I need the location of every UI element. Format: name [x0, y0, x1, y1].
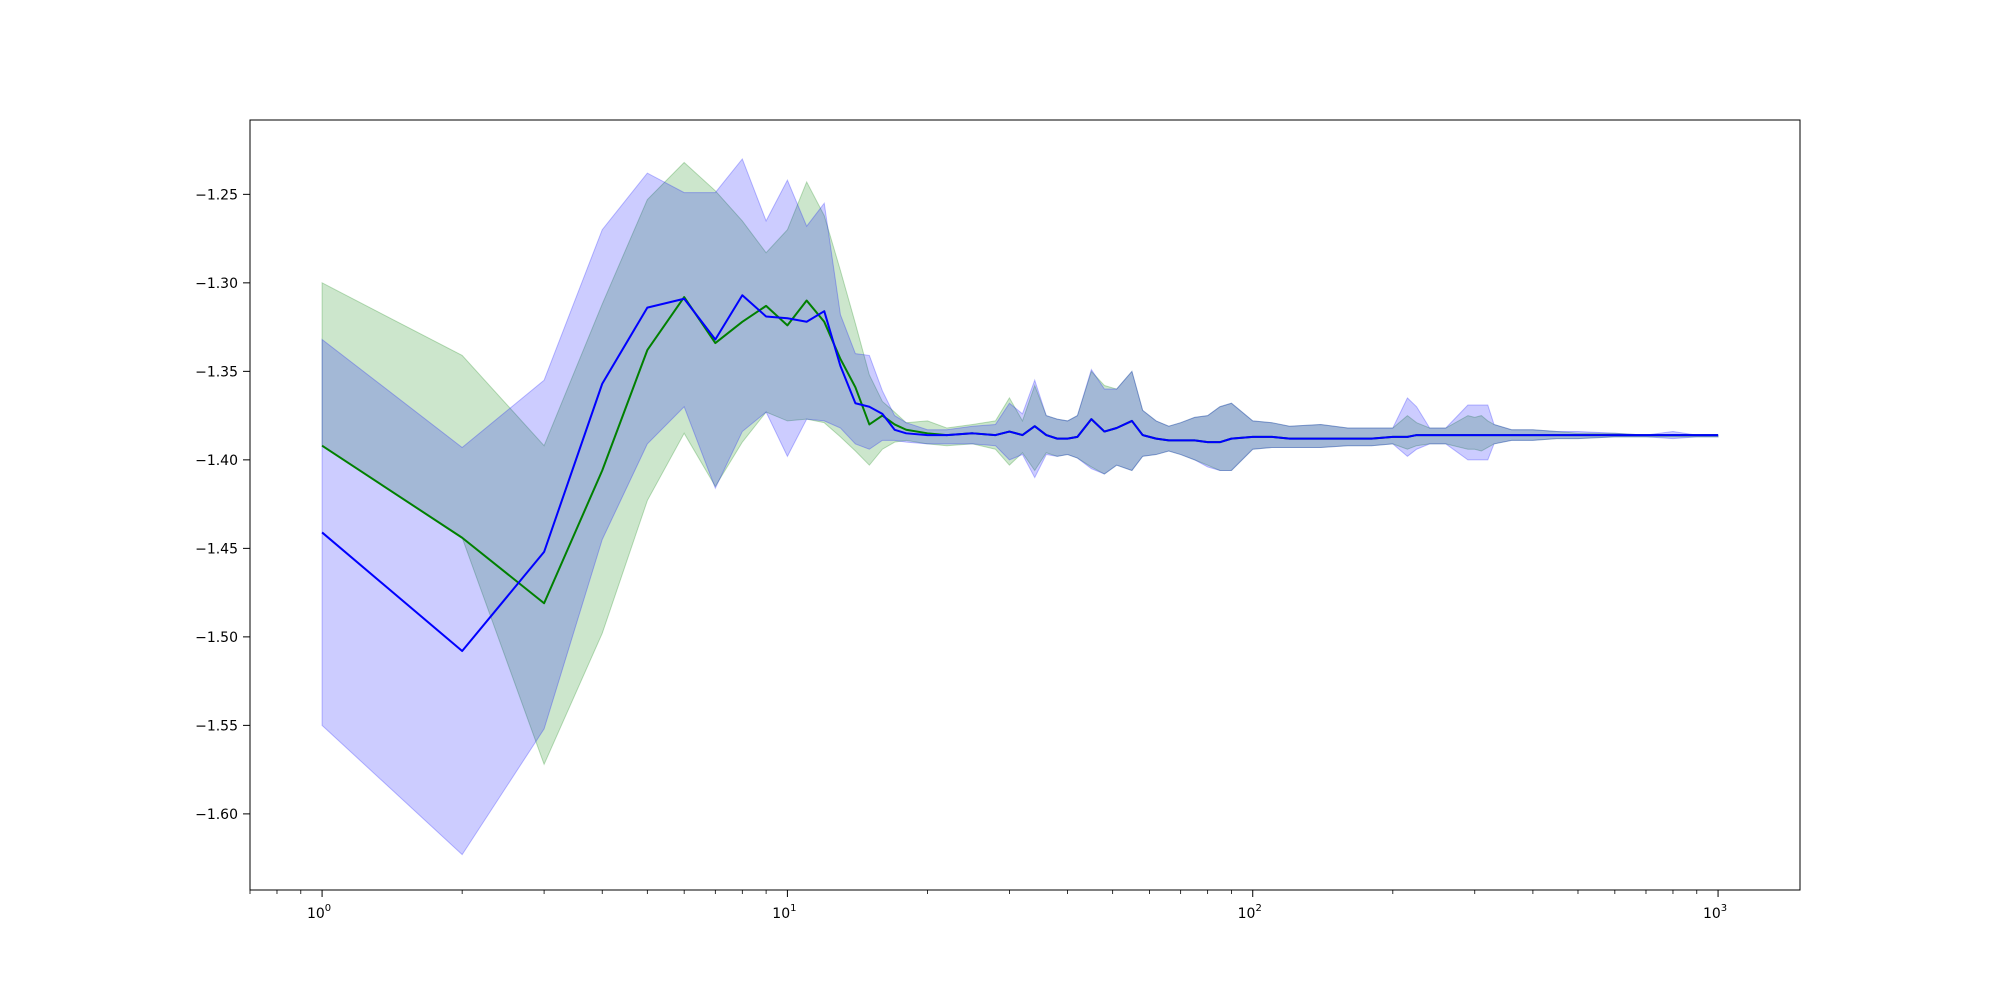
x-tick-label: 101: [772, 903, 796, 922]
y-tick-label: −1.40: [195, 453, 238, 469]
y-tick-label: −1.25: [195, 187, 238, 203]
x-tick-label-exponent: 2: [1255, 903, 1261, 914]
x-tick-label-exponent: 1: [790, 903, 796, 914]
x-tick-label: 102: [1238, 903, 1262, 922]
plot-frame: [249, 119, 1801, 891]
series-lines: [321, 294, 1719, 653]
x-tick-label-exponent: 0: [325, 903, 331, 914]
y-tick-label: −1.30: [195, 276, 238, 292]
x-axis: 100 101 102 103: [249, 890, 1727, 922]
y-tick-label: −1.45: [195, 541, 238, 557]
x-tick-label-base: 10: [1238, 906, 1256, 922]
x-tick-label: 103: [1703, 903, 1727, 922]
y-tick-label: −1.55: [195, 718, 238, 734]
x-tick-label-base: 10: [772, 906, 790, 922]
x-tick-label-exponent: 3: [1721, 903, 1727, 914]
y-tick-label: −1.60: [195, 807, 238, 823]
y-tick-label: −1.35: [195, 364, 238, 380]
x-tick-label-base: 10: [1703, 906, 1721, 922]
series-2-band: [321, 157, 1719, 856]
confidence-bands: [321, 157, 1719, 856]
y-tick-label: −1.50: [195, 630, 238, 646]
series-1-band: [321, 161, 1719, 766]
x-tick-label-base: 10: [307, 906, 325, 922]
y-axis: −1.25 −1.30 −1.35 −1.40 −1.45 −1.50 −1.55 −1.60: [195, 187, 250, 823]
x-tick-label: 100: [307, 903, 331, 922]
series-2-line: [321, 294, 1719, 653]
